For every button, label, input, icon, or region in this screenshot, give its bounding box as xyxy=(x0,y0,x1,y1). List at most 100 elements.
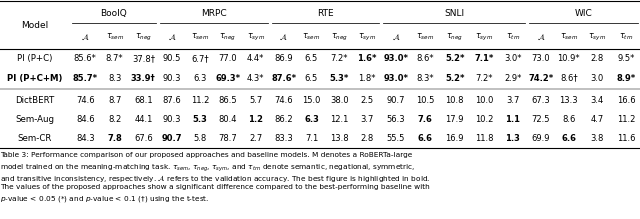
Text: 5.3: 5.3 xyxy=(193,115,207,124)
Text: $\tau_{neg}$: $\tau_{neg}$ xyxy=(331,32,348,43)
Text: 3.0*: 3.0* xyxy=(504,54,522,64)
Text: $\tau_{sem}$: $\tau_{sem}$ xyxy=(416,32,435,42)
Text: 33.9†: 33.9† xyxy=(131,74,156,83)
Text: 10.8: 10.8 xyxy=(445,95,464,105)
Text: 44.1: 44.1 xyxy=(134,115,152,124)
Text: 17.9: 17.9 xyxy=(445,115,464,124)
Text: $\tau_{trn}$: $\tau_{trn}$ xyxy=(506,32,520,42)
Text: 84.3: 84.3 xyxy=(76,134,95,143)
Text: 6.5: 6.5 xyxy=(305,54,318,64)
Text: $\tau_{sem}$: $\tau_{sem}$ xyxy=(191,32,209,42)
Text: 7.2*: 7.2* xyxy=(476,74,493,83)
Text: 8.3*: 8.3* xyxy=(417,74,434,83)
Text: $\mathcal{A}$: $\mathcal{A}$ xyxy=(168,33,176,42)
Text: 90.3: 90.3 xyxy=(163,74,181,83)
Text: 5.3*: 5.3* xyxy=(330,74,349,83)
Text: 8.7*: 8.7* xyxy=(106,54,124,64)
Text: $\mathcal{A}$: $\mathcal{A}$ xyxy=(279,33,288,42)
Text: Sem-Aug: Sem-Aug xyxy=(15,115,54,124)
Text: 3.7: 3.7 xyxy=(360,115,374,124)
Text: Sem-CR: Sem-CR xyxy=(18,134,52,143)
Text: 10.0: 10.0 xyxy=(475,95,493,105)
Text: 11.6: 11.6 xyxy=(617,134,636,143)
Text: 13.8: 13.8 xyxy=(330,134,349,143)
Text: 90.3: 90.3 xyxy=(163,115,181,124)
Text: 3.7: 3.7 xyxy=(506,95,520,105)
Text: $\tau_{trn}$: $\tau_{trn}$ xyxy=(619,32,634,42)
Text: $\mathcal{A}$: $\mathcal{A}$ xyxy=(536,33,545,42)
Text: 7.1*: 7.1* xyxy=(475,54,494,64)
Text: 3.4: 3.4 xyxy=(591,95,604,105)
Text: 10.2: 10.2 xyxy=(475,115,493,124)
Text: 6.7†: 6.7† xyxy=(191,54,209,64)
Text: 1.6*: 1.6* xyxy=(358,54,377,64)
Text: 86.2: 86.2 xyxy=(275,115,293,124)
Text: $\tau_{neg}$: $\tau_{neg}$ xyxy=(446,32,463,43)
Text: $\tau_{neg}$: $\tau_{neg}$ xyxy=(220,32,236,43)
Text: 55.5: 55.5 xyxy=(387,134,405,143)
Text: 8.6†: 8.6† xyxy=(560,74,577,83)
Text: PI (P+C+M): PI (P+C+M) xyxy=(7,74,63,83)
Text: 5.7: 5.7 xyxy=(249,95,262,105)
Text: 4.7: 4.7 xyxy=(591,115,604,124)
Text: 68.1: 68.1 xyxy=(134,95,153,105)
Text: 86.9: 86.9 xyxy=(275,54,293,64)
Text: 93.0*: 93.0* xyxy=(383,54,408,64)
Text: $\mathcal{A}$: $\mathcal{A}$ xyxy=(392,33,400,42)
Text: $\mathcal{A}$: $\mathcal{A}$ xyxy=(81,33,90,42)
Text: 74.6: 74.6 xyxy=(275,95,293,105)
Text: 6.6: 6.6 xyxy=(418,134,433,143)
Text: 6.3: 6.3 xyxy=(193,74,207,83)
Text: 1.1: 1.1 xyxy=(506,115,520,124)
Text: 5.2*: 5.2* xyxy=(445,54,465,64)
Text: 10.5: 10.5 xyxy=(416,95,435,105)
Text: 4.3*: 4.3* xyxy=(247,74,264,83)
Text: 8.2: 8.2 xyxy=(108,115,122,124)
Text: 37.8†: 37.8† xyxy=(132,54,155,64)
Text: 74.2*: 74.2* xyxy=(528,74,554,83)
Text: 74.6: 74.6 xyxy=(76,95,95,105)
Text: RTE: RTE xyxy=(317,9,333,18)
Text: 7.2*: 7.2* xyxy=(331,54,348,64)
Text: 69.3*: 69.3* xyxy=(215,74,241,83)
Text: 83.3: 83.3 xyxy=(274,134,293,143)
Text: BoolQ: BoolQ xyxy=(100,9,127,18)
Text: 8.9*: 8.9* xyxy=(616,74,636,83)
Text: The values of the proposed approaches show a significant difference compared to : The values of the proposed approaches sh… xyxy=(0,184,429,190)
Text: PI (P+C): PI (P+C) xyxy=(17,54,52,64)
Text: 9.5*: 9.5* xyxy=(618,54,635,64)
Text: $\tau_{sym}$: $\tau_{sym}$ xyxy=(475,32,493,43)
Text: Table 3: Performance comparison of our proposed approaches and baseline models. : Table 3: Performance comparison of our p… xyxy=(0,152,412,158)
Text: 1.8*: 1.8* xyxy=(358,74,376,83)
Text: and transitive inconsistency, respectively. $\mathcal{A}$ refers to the validati: and transitive inconsistency, respective… xyxy=(0,173,430,184)
Text: $p$-value < 0.05 (*) and $p$-value < 0.1 (†) using the t-test.: $p$-value < 0.05 (*) and $p$-value < 0.1… xyxy=(0,194,209,204)
Text: 1.2: 1.2 xyxy=(248,115,263,124)
Text: 77.0: 77.0 xyxy=(218,54,237,64)
Text: 90.7: 90.7 xyxy=(162,134,182,143)
Text: 80.4: 80.4 xyxy=(218,115,237,124)
Text: 87.6: 87.6 xyxy=(163,95,181,105)
Text: 7.1: 7.1 xyxy=(305,134,318,143)
Text: 11.8: 11.8 xyxy=(475,134,493,143)
Text: 10.9*: 10.9* xyxy=(557,54,580,64)
Text: $\tau_{sem}$: $\tau_{sem}$ xyxy=(302,32,321,42)
Text: 3.0: 3.0 xyxy=(591,74,604,83)
Text: $\tau_{neg}$: $\tau_{neg}$ xyxy=(135,32,152,43)
Text: 7.8: 7.8 xyxy=(108,134,122,143)
Text: 8.7: 8.7 xyxy=(108,95,122,105)
Text: 56.3: 56.3 xyxy=(387,115,405,124)
Text: 69.9: 69.9 xyxy=(532,134,550,143)
Text: 5.8: 5.8 xyxy=(193,134,207,143)
Text: 93.0*: 93.0* xyxy=(383,74,408,83)
Text: 16.6: 16.6 xyxy=(617,95,636,105)
Text: $\tau_{sym}$: $\tau_{sym}$ xyxy=(246,32,265,43)
Text: $\tau_{sym}$: $\tau_{sym}$ xyxy=(358,32,376,43)
Text: 6.3: 6.3 xyxy=(304,115,319,124)
Text: $\tau_{sem}$: $\tau_{sem}$ xyxy=(559,32,578,42)
Text: 2.9*: 2.9* xyxy=(504,74,522,83)
Text: SNLI: SNLI xyxy=(444,9,464,18)
Text: model trained on the meaning-matching task. $\tau_{sem}$, $\tau_{neg}$, $\tau_{s: model trained on the meaning-matching ta… xyxy=(0,163,415,174)
Text: 67.3: 67.3 xyxy=(531,95,550,105)
Text: 78.7: 78.7 xyxy=(218,134,237,143)
Text: 8.3: 8.3 xyxy=(108,74,122,83)
